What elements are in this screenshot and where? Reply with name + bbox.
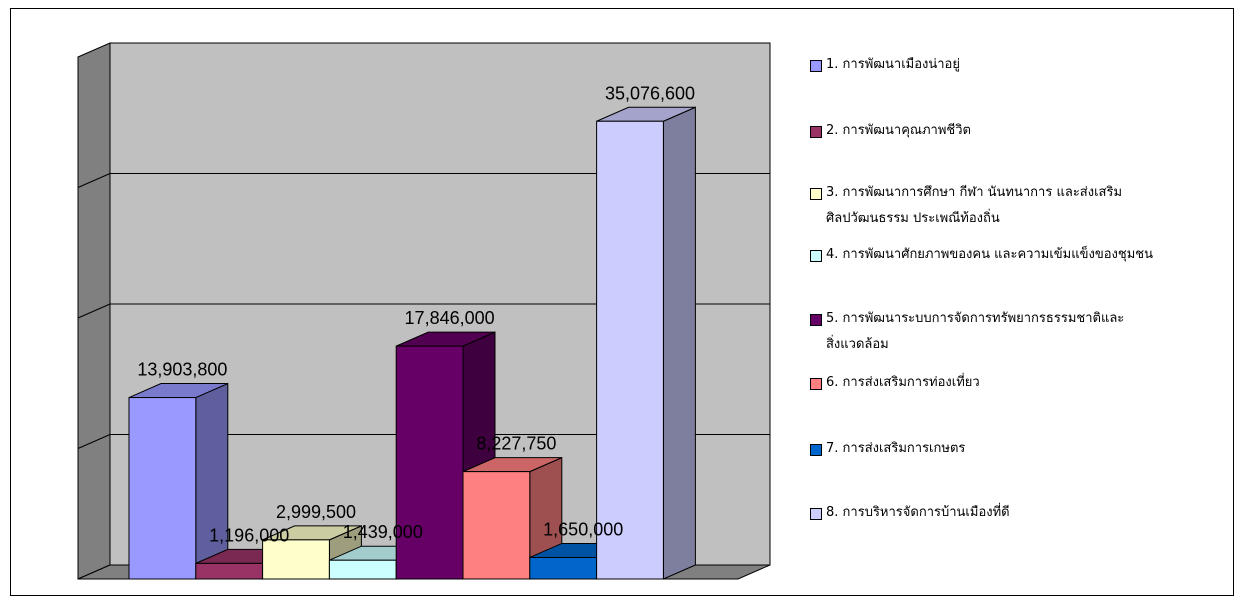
bar	[128, 397, 197, 580]
bar	[462, 471, 531, 580]
bar	[328, 559, 397, 580]
legend-label: 4. การพัฒนาศักยภาพของคน และความเข้มแข็งข…	[826, 247, 1153, 262]
legend-swatch	[810, 188, 822, 200]
data-label: 1,196,000	[209, 525, 289, 545]
legend-label: 7. การส่งเสริมการเกษตร	[826, 441, 966, 456]
legend-label: 8. การบริหารจัดการบ้านเมืองที่ดี	[826, 505, 1010, 520]
data-label: 35,076,600	[605, 83, 695, 103]
legend-item: 6. การส่งเสริมการท่องเที่ยว	[810, 370, 980, 396]
legend-item: 1. การพัฒนาเมืองน่าอยู่	[810, 52, 960, 78]
legend-swatch	[810, 314, 822, 326]
legend-item: 5. การพัฒนาระบบการจัดการทรัพยากรธรรมชาติ…	[810, 306, 1124, 358]
gridline-side	[77, 434, 111, 449]
bar-side	[195, 382, 229, 580]
legend-item: 7. การส่งเสริมการเกษตร	[810, 436, 965, 462]
legend-label: 1. การพัฒนาเมืองน่าอยู่	[826, 57, 960, 72]
gridline-side	[77, 173, 111, 188]
legend-swatch	[810, 508, 822, 520]
bar	[262, 539, 330, 580]
bar	[195, 562, 264, 580]
legend-label: 5. การพัฒนาระบบการจัดการทรัพยากรธรรมชาติ…	[826, 311, 1125, 352]
data-label: 17,846,000	[405, 308, 495, 328]
data-label: 1,439,000	[343, 522, 423, 542]
legend-swatch	[810, 126, 822, 138]
data-label: 1,650,000	[543, 519, 623, 539]
legend-swatch	[810, 60, 822, 72]
legend-item: 8. การบริหารจัดการบ้านเมืองที่ดี	[810, 500, 1010, 526]
legend-swatch	[810, 250, 822, 262]
legend-item: 2. การพัฒนาคุณภาพชีวิต	[810, 118, 971, 144]
legend-swatch	[810, 378, 822, 390]
legend-label: 2. การพัฒนาคุณภาพชีวิต	[826, 123, 971, 138]
legend-item: 3. การพัฒนาการศึกษา กีฬา นันทนาการ และส่…	[810, 180, 1122, 232]
gridline-side	[77, 303, 111, 319]
bar	[596, 120, 664, 580]
legend-item: 4. การพัฒนาศักยภาพของคน และความเข้มแข็งข…	[810, 242, 1153, 268]
bar	[529, 556, 598, 580]
data-label: 2,999,500	[276, 502, 356, 522]
legend-label: 3. การพัฒนาการศึกษา กีฬา นันทนาการ และส่…	[826, 185, 1123, 226]
bar	[395, 345, 464, 580]
data-label: 8,227,750	[476, 434, 556, 454]
data-label: 13,903,800	[137, 360, 227, 380]
legend-label: 6. การส่งเสริมการท่องเที่ยว	[826, 375, 980, 390]
bar-side	[662, 106, 696, 580]
legend-swatch	[810, 444, 822, 456]
